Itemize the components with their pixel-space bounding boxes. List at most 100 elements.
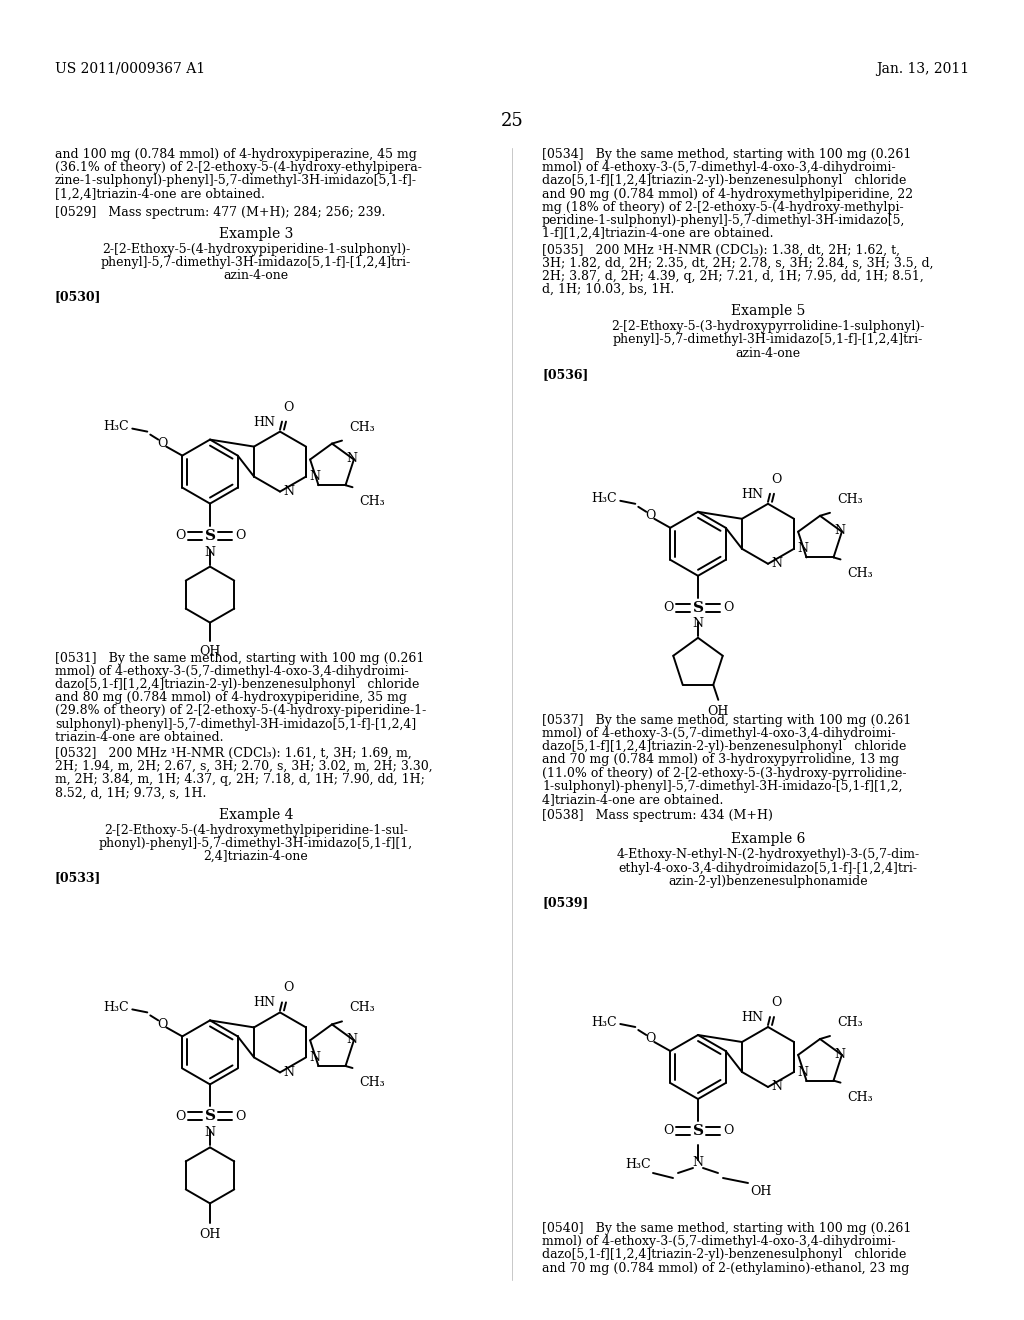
Text: d, 1H; 10.03, bs, 1H.: d, 1H; 10.03, bs, 1H. [542,282,674,296]
Text: H₃C: H₃C [592,1015,617,1028]
Text: Example 6: Example 6 [731,833,805,846]
Text: OH: OH [708,705,729,718]
Text: N: N [346,1034,357,1045]
Text: US 2011/0009367 A1: US 2011/0009367 A1 [55,62,205,77]
Text: O: O [234,529,245,543]
Text: N: N [834,1048,845,1060]
Text: 1-f][1,2,4]triazin-4-one are obtained.: 1-f][1,2,4]triazin-4-one are obtained. [542,227,773,240]
Text: and 70 mg (0.784 mmol) of 2-(ethylamino)-ethanol, 23 mg: and 70 mg (0.784 mmol) of 2-(ethylamino)… [542,1262,909,1275]
Text: 1-sulphonyl)-phenyl]-5,7-dimethyl-3H-imidazo-[5,1-f][1,2,: 1-sulphonyl)-phenyl]-5,7-dimethyl-3H-imi… [542,780,902,793]
Text: mmol) of 4-ethoxy-3-(5,7-dimethyl-4-oxo-3,4-dihydroimi-: mmol) of 4-ethoxy-3-(5,7-dimethyl-4-oxo-… [55,665,409,677]
Text: HN: HN [741,488,763,500]
Text: S: S [692,601,703,615]
Text: zine-1-sulphonyl)-phenyl]-5,7-dimethyl-3H-imidazo[5,1-f]-: zine-1-sulphonyl)-phenyl]-5,7-dimethyl-3… [55,174,417,187]
Text: S: S [205,1109,215,1123]
Text: N: N [205,1126,215,1139]
Text: azin-4-one: azin-4-one [223,269,289,282]
Text: N: N [771,1081,782,1093]
Text: ethyl-4-oxo-3,4-dihydroimidazo[5,1-f]-[1,2,4]tri-: ethyl-4-oxo-3,4-dihydroimidazo[5,1-f]-[1… [618,862,918,875]
Text: CH₃: CH₃ [848,568,873,581]
Text: [0533]: [0533] [55,871,101,884]
Text: [1,2,4]triazin-4-one are obtained.: [1,2,4]triazin-4-one are obtained. [55,187,265,201]
Text: CH₃: CH₃ [837,492,862,506]
Text: O: O [663,1125,673,1138]
Text: 4-Ethoxy-N-ethyl-N-(2-hydroxyethyl)-3-(5,7-dim-: 4-Ethoxy-N-ethyl-N-(2-hydroxyethyl)-3-(5… [616,849,920,862]
Text: H₃C: H₃C [103,1001,129,1014]
Text: O: O [234,1110,245,1123]
Text: O: O [175,1110,185,1123]
Text: N: N [797,543,808,556]
Text: S: S [205,528,215,543]
Text: O: O [283,981,293,994]
Text: O: O [175,529,185,543]
Text: CH₃: CH₃ [848,1090,873,1104]
Text: phenyl]-5,7-dimethyl-3H-imidazo[5,1-f]-[1,2,4]tri-: phenyl]-5,7-dimethyl-3H-imidazo[5,1-f]-[… [101,256,411,269]
Text: and 70 mg (0.784 mmol) of 3-hydroxypyrrolidine, 13 mg: and 70 mg (0.784 mmol) of 3-hydroxypyrro… [542,754,899,767]
Text: OH: OH [200,1229,221,1241]
Text: [0536]: [0536] [542,368,589,380]
Text: and 80 mg (0.784 mmol) of 4-hydroxypiperidine, 35 mg: and 80 mg (0.784 mmol) of 4-hydroxypiper… [55,692,407,704]
Text: N: N [692,616,703,630]
Text: m, 2H; 3.84, m, 1H; 4.37, q, 2H; 7.18, d, 1H; 7.90, dd, 1H;: m, 2H; 3.84, m, 1H; 4.37, q, 2H; 7.18, d… [55,774,425,787]
Text: 2-[2-Ethoxy-5-(4-hydroxymethylpiperidine-1-sul-: 2-[2-Ethoxy-5-(4-hydroxymethylpiperidine… [104,824,408,837]
Text: O: O [663,602,673,614]
Text: O: O [645,1032,655,1045]
Text: [0529]   Mass spectrum: 477 (M+H); 284; 256; 239.: [0529] Mass spectrum: 477 (M+H); 284; 25… [55,206,385,219]
Text: 8.52, d, 1H; 9.73, s, 1H.: 8.52, d, 1H; 9.73, s, 1H. [55,787,207,800]
Text: dazo[5,1-f][1,2,4]triazin-2-yl)-benzenesulphonyl   chloride: dazo[5,1-f][1,2,4]triazin-2-yl)-benzenes… [542,741,906,754]
Text: [0540]   By the same method, starting with 100 mg (0.261: [0540] By the same method, starting with… [542,1222,911,1236]
Text: N: N [205,545,215,558]
Text: 2,4]triazin-4-one: 2,4]triazin-4-one [204,850,308,863]
Text: [0535]   200 MHz ¹H-NMR (CDCl₃): 1.38, dt, 2H; 1.62, t,: [0535] 200 MHz ¹H-NMR (CDCl₃): 1.38, dt,… [542,243,900,256]
Text: HN: HN [741,1011,763,1024]
Text: N: N [834,524,845,537]
Text: (29.8% of theory) of 2-[2-ethoxy-5-(4-hydroxy-piperidine-1-: (29.8% of theory) of 2-[2-ethoxy-5-(4-hy… [55,705,426,717]
Text: (11.0% of theory) of 2-[2-ethoxy-5-(3-hydroxy-pyrrolidine-: (11.0% of theory) of 2-[2-ethoxy-5-(3-hy… [542,767,906,780]
Text: N: N [346,451,357,465]
Text: HN: HN [253,416,275,429]
Text: [0534]   By the same method, starting with 100 mg (0.261: [0534] By the same method, starting with… [542,148,911,161]
Text: HN: HN [253,997,275,1010]
Text: and 100 mg (0.784 mmol) of 4-hydroxypiperazine, 45 mg: and 100 mg (0.784 mmol) of 4-hydroxypipe… [55,148,417,161]
Text: 3H; 1.82, dd, 2H; 2.35, dt, 2H; 2.78, s, 3H; 2.84, s, 3H; 3.5, d,: 3H; 1.82, dd, 2H; 2.35, dt, 2H; 2.78, s,… [542,256,934,269]
Text: dazo[5,1-f][1,2,4]triazin-2-yl)-benzenesulphonyl   chloride: dazo[5,1-f][1,2,4]triazin-2-yl)-benzenes… [542,174,906,187]
Text: 25: 25 [501,112,523,129]
Text: CH₃: CH₃ [349,1002,375,1014]
Text: mmol) of 4-ethoxy-3-(5,7-dimethyl-4-oxo-3,4-dihydroimi-: mmol) of 4-ethoxy-3-(5,7-dimethyl-4-oxo-… [542,161,896,174]
Text: CH₃: CH₃ [349,421,375,433]
Text: CH₃: CH₃ [359,495,385,508]
Text: N: N [309,470,319,483]
Text: N: N [283,486,294,498]
Text: O: O [283,400,293,413]
Text: dazo[5,1-f][1,2,4]triazin-2-yl)-benzenesulphonyl   chloride: dazo[5,1-f][1,2,4]triazin-2-yl)-benzenes… [55,678,420,690]
Text: N: N [797,1065,808,1078]
Text: O: O [723,602,733,614]
Text: O: O [157,437,168,450]
Text: Example 4: Example 4 [219,808,293,822]
Text: triazin-4-one are obtained.: triazin-4-one are obtained. [55,731,223,743]
Text: mg (18% of theory) of 2-[2-ethoxy-5-(4-hydroxy-methylpi-: mg (18% of theory) of 2-[2-ethoxy-5-(4-h… [542,201,903,214]
Text: O: O [157,1018,168,1031]
Text: S: S [692,1125,703,1138]
Text: [0530]: [0530] [55,290,101,304]
Text: dazo[5,1-f][1,2,4]triazin-2-yl)-benzenesulphonyl   chloride: dazo[5,1-f][1,2,4]triazin-2-yl)-benzenes… [542,1249,906,1262]
Text: azin-2-yl)benzenesulphonamide: azin-2-yl)benzenesulphonamide [669,875,867,888]
Text: O: O [723,1125,733,1138]
Text: O: O [771,997,781,1008]
Text: N: N [692,1156,703,1170]
Text: peridine-1-sulphonyl)-phenyl]-5,7-dimethyl-3H-imidazo[5,: peridine-1-sulphonyl)-phenyl]-5,7-dimeth… [542,214,905,227]
Text: 2H; 1.94, m, 2H; 2.67, s, 3H; 2.70, s, 3H; 3.02, m, 2H; 3.30,: 2H; 1.94, m, 2H; 2.67, s, 3H; 2.70, s, 3… [55,760,432,774]
Text: O: O [771,473,781,486]
Text: H₃C: H₃C [103,420,129,433]
Text: N: N [309,1051,319,1064]
Text: 2H; 3.87, d, 2H; 4.39, q, 2H; 7.21, d, 1H; 7.95, dd, 1H; 8.51,: 2H; 3.87, d, 2H; 4.39, q, 2H; 7.21, d, 1… [542,269,924,282]
Text: 2-[2-Ethoxy-5-(3-hydroxypyrrolidine-1-sulphonyl)-: 2-[2-Ethoxy-5-(3-hydroxypyrrolidine-1-su… [611,321,925,333]
Text: CH₃: CH₃ [359,1076,385,1089]
Text: N: N [771,557,782,570]
Text: mmol) of 4-ethoxy-3-(5,7-dimethyl-4-oxo-3,4-dihydroimi-: mmol) of 4-ethoxy-3-(5,7-dimethyl-4-oxo-… [542,1236,896,1249]
Text: (36.1% of theory) of 2-[2-ethoxy-5-(4-hydroxy-ethylpipera-: (36.1% of theory) of 2-[2-ethoxy-5-(4-hy… [55,161,422,174]
Text: and 90 mg (0.784 mmol) of 4-hydroxymethylpiperidine, 22: and 90 mg (0.784 mmol) of 4-hydroxymethy… [542,187,913,201]
Text: phonyl)-phenyl]-5,7-dimethyl-3H-imidazo[5,1-f][1,: phonyl)-phenyl]-5,7-dimethyl-3H-imidazo[… [99,837,413,850]
Text: [0532]   200 MHz ¹H-NMR (CDCl₃): 1.61, t, 3H; 1.69, m,: [0532] 200 MHz ¹H-NMR (CDCl₃): 1.61, t, … [55,747,412,760]
Text: azin-4-one: azin-4-one [735,347,801,359]
